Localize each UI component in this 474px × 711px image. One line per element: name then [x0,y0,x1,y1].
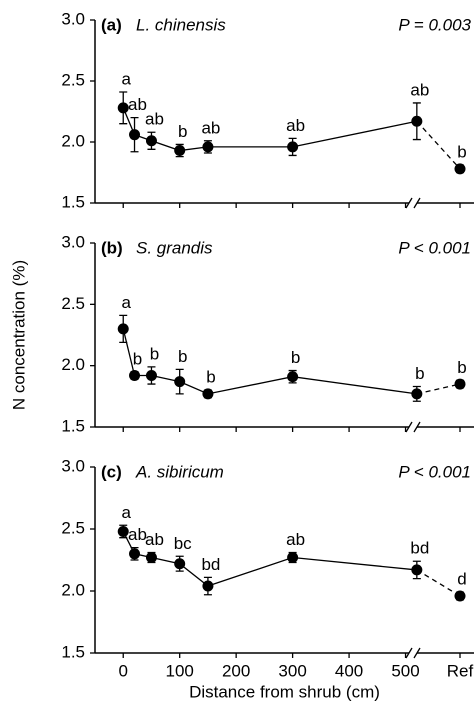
letter-label: b [206,368,215,387]
marker [145,552,157,564]
panel-label: (a) [101,15,122,34]
y-tick-label: 2.5 [61,294,85,313]
marker [174,145,186,157]
y-tick-label: 2.0 [61,131,85,150]
letter-label: ab [145,530,164,549]
marker [117,323,129,335]
letter-label: ab [145,110,164,129]
p-value: P = 0.003 [398,15,471,34]
letter-label: a [121,293,131,312]
letter-label: b [133,349,142,368]
x-tick-label: 500 [391,661,419,680]
marker [411,564,423,576]
letter-label: b [291,348,300,367]
y-tick-label: 2.0 [61,355,85,374]
letter-label: a [121,503,131,522]
panel-title: S. grandis [136,238,213,257]
letter-label: ab [201,118,220,137]
x-tick-label: 400 [335,661,363,680]
marker [145,369,157,381]
y-tick-label: 2.5 [61,518,85,537]
ref-connector [416,120,461,170]
marker [129,548,141,560]
letter-label: b [178,122,187,141]
letter-label: b [178,347,187,366]
y-tick-label: 3.0 [61,456,85,475]
marker [287,371,299,383]
x-tick-label: 300 [278,661,306,680]
axis-break [405,647,421,659]
y-tick-label: 1.5 [61,642,85,661]
marker [202,141,214,153]
x-axis-label: Distance from shrub (cm) [189,682,380,701]
letter-label: bd [410,539,429,558]
panel-title: L. chinensis [136,15,226,34]
line [122,328,417,395]
x-tick-label: Ref [447,661,474,680]
marker [411,115,423,127]
x-tick-label: 200 [222,661,250,680]
y-tick-label: 1.5 [61,416,85,435]
marker [129,129,141,141]
marker [411,388,423,400]
marker [287,141,299,153]
marker [454,378,466,390]
letter-label: ab [286,530,305,549]
marker [117,525,129,537]
letter-label: bd [201,555,220,574]
letter-label: ab [286,116,305,135]
letter-label: d [457,570,466,589]
marker [454,590,466,602]
axis-break [405,197,421,209]
marker [454,163,466,175]
y-tick-label: 3.0 [61,9,85,28]
marker [287,552,299,564]
panel-label: (b) [101,238,123,257]
marker [174,558,186,570]
letter-label: bc [174,534,192,553]
letter-label: b [457,143,466,162]
x-tick-label: 100 [166,661,194,680]
letter-label: b [150,344,159,363]
axis-break [405,421,421,433]
letter-label: ab [128,95,147,114]
letter-label: b [415,364,424,383]
ref-connector [416,569,461,597]
marker [202,388,214,400]
p-value: P < 0.001 [398,238,471,257]
line [122,531,417,587]
letter-label: ab [410,80,429,99]
marker [117,102,129,114]
x-tick-label: 0 [118,661,127,680]
line [122,107,417,152]
y-axis-label: N concentration (%) [9,260,28,410]
marker [129,369,141,381]
y-tick-label: 3.0 [61,232,85,251]
y-tick-label: 2.0 [61,580,85,599]
letter-label: ab [128,525,147,544]
marker [145,135,157,147]
p-value: P < 0.001 [398,462,471,481]
marker [174,376,186,388]
marker [202,580,214,592]
letter-label: b [457,358,466,377]
y-tick-label: 1.5 [61,192,85,211]
ref-connector [416,383,461,395]
y-tick-label: 2.5 [61,70,85,89]
panel-title: A. sibiricum [135,462,224,481]
letter-label: a [121,69,131,88]
panel-label: (c) [101,462,122,481]
